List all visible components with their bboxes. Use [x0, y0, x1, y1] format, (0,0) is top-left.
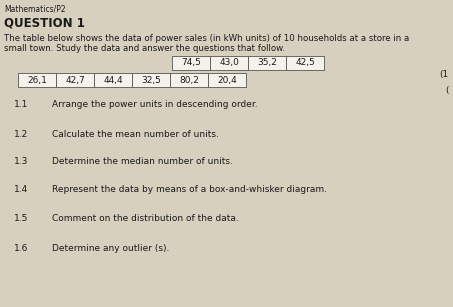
Text: 42,5: 42,5: [295, 59, 315, 68]
Text: 1.2: 1.2: [14, 130, 28, 139]
Text: 1.1: 1.1: [14, 100, 29, 109]
Text: 42,7: 42,7: [65, 76, 85, 84]
Text: 44,4: 44,4: [103, 76, 123, 84]
Text: The table below shows the data of power sales (in kWh units) of 10 households at: The table below shows the data of power …: [4, 34, 409, 43]
Bar: [208, 73, 246, 87]
Text: Determine the median number of units.: Determine the median number of units.: [52, 157, 233, 166]
Text: Represent the data by means of a box-and-whisker diagram.: Represent the data by means of a box-and…: [52, 185, 327, 194]
Text: 26,1: 26,1: [27, 76, 47, 84]
Text: 1.5: 1.5: [14, 214, 29, 223]
Bar: [94, 73, 132, 87]
Text: 74,5: 74,5: [181, 59, 201, 68]
Text: (: (: [445, 86, 449, 95]
Bar: [286, 56, 324, 70]
Bar: [172, 56, 210, 70]
Text: Calculate the mean number of units.: Calculate the mean number of units.: [52, 130, 219, 139]
Text: small town. Study the data and answer the questions that follow.: small town. Study the data and answer th…: [4, 44, 285, 53]
Bar: [132, 73, 170, 87]
Bar: [248, 56, 286, 70]
Text: 1.4: 1.4: [14, 185, 28, 194]
Text: 20,4: 20,4: [217, 76, 237, 84]
Text: Determine any outlier (s).: Determine any outlier (s).: [52, 244, 169, 253]
Text: (1: (1: [440, 70, 449, 79]
Text: Arrange the power units in descending order.: Arrange the power units in descending or…: [52, 100, 258, 109]
Text: 43,0: 43,0: [219, 59, 239, 68]
Text: 1.3: 1.3: [14, 157, 29, 166]
Bar: [56, 73, 94, 87]
Bar: [18, 73, 56, 87]
Text: 1.6: 1.6: [14, 244, 29, 253]
Text: 35,2: 35,2: [257, 59, 277, 68]
Text: Comment on the distribution of the data.: Comment on the distribution of the data.: [52, 214, 239, 223]
Bar: [210, 56, 248, 70]
Text: Mathematics/P2: Mathematics/P2: [4, 5, 66, 14]
Text: 80,2: 80,2: [179, 76, 199, 84]
Bar: [170, 73, 208, 87]
Text: 32,5: 32,5: [141, 76, 161, 84]
Text: QUESTION 1: QUESTION 1: [4, 17, 85, 30]
